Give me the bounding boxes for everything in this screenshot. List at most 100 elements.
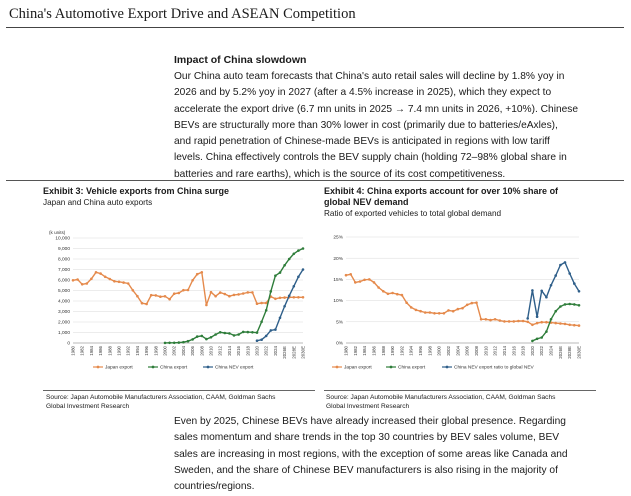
exhibit4-x-tick: 2008: [474, 345, 479, 355]
exhibit4-point-china: [568, 302, 571, 306]
exhibit4-x-tick: 2012: [493, 345, 498, 355]
exhibit4-point-japan: [484, 318, 488, 321]
exhibit3-point-japan: [71, 279, 75, 282]
exhibit3-x-tick: 2014: [227, 345, 232, 355]
exhibit3-point-china: [168, 341, 171, 345]
exhibit3-x-tick: 1990: [117, 345, 122, 355]
exhibit3-point-japan: [218, 291, 222, 294]
exhibit3-point-china_nev: [283, 305, 286, 308]
exhibit3-point-china: [264, 309, 268, 312]
exhibit4-point-japan: [521, 319, 525, 323]
exhibit3-point-china: [237, 333, 240, 336]
exhibit4-point-japan: [354, 281, 357, 284]
exhibit4-x-tick: 1988: [381, 345, 386, 355]
exhibit4-point-japan: [437, 312, 441, 315]
exhibit3-x-tick: 1984: [89, 345, 94, 355]
exhibit4-x-tick: 2016: [511, 345, 516, 355]
exhibit4-series-line-japan: [345, 273, 580, 327]
exhibit3-title: Exhibit 3: Vehicle exports from China su…: [43, 186, 230, 196]
exhibit3-point-japan: [301, 296, 305, 299]
exhibit3-x-tick: 1982: [80, 345, 85, 355]
exhibit4-point-japan: [382, 290, 385, 293]
exhibit4-x-tick: 1982: [353, 345, 358, 355]
exhibit3-y-tick: 2,000: [58, 320, 70, 326]
exhibit3-point-china: [255, 331, 259, 334]
exhibit4-point-japan: [559, 322, 562, 325]
exhibit4-point-china: [540, 336, 543, 339]
exhibit4-point-japan: [531, 323, 534, 327]
exhibit4-x-tick: 2004: [455, 345, 460, 355]
paragraph-2-line: sales momentum and share trends in the t…: [174, 432, 560, 444]
exhibit3-point-china_nev: [297, 275, 300, 279]
exhibit3-x-tick: 2030E: [301, 346, 306, 359]
exhibit4-point-japan: [479, 318, 483, 321]
exhibit3-point-china: [283, 264, 286, 267]
exhibit4-point-japan: [386, 292, 390, 296]
exhibit4-point-japan: [433, 312, 436, 315]
exhibit3-point-japan: [191, 279, 194, 282]
exhibit4-y-tick: 0%: [336, 341, 344, 347]
exhibit3-point-japan: [186, 288, 190, 292]
exhibit4-point-japan: [475, 301, 478, 304]
exhibit3-point-china: [172, 341, 176, 345]
exhibit3-x-tick: 1994: [135, 345, 140, 355]
exhibit4-x-tick: 1998: [427, 345, 432, 355]
exhibit3-point-japan: [195, 272, 199, 276]
exhibit4-point-china_nev: [526, 317, 529, 320]
exhibit4-source: Source: Japan Automobile Manufacturers A…: [326, 393, 555, 411]
exhibit4-point-japan: [414, 308, 418, 312]
exhibit3-point-japan: [108, 277, 112, 281]
exhibit4-x-tick: 1980: [344, 345, 349, 355]
exhibit3-point-china_nev: [292, 285, 296, 288]
exhibit4-point-china_nev: [535, 315, 539, 318]
exhibit3-source-line: Source: Japan Automobile Manufacturers A…: [46, 394, 276, 401]
exhibit4-point-japan: [344, 273, 348, 277]
exhibit3-y-tick: 6,000: [58, 278, 70, 284]
exhibit4-x-tick: 2002: [446, 345, 451, 355]
exhibit3-point-japan: [255, 302, 259, 305]
paragraph-1-line: levels. China effectively controls the B…: [174, 152, 567, 164]
exhibit4-point-china_nev: [577, 290, 581, 293]
exhibit3-point-japan: [140, 301, 144, 305]
exhibit4-x-tick: 1994: [409, 345, 414, 355]
exhibit3-x-tick: 2028E: [291, 346, 296, 359]
exhibit3-x-tick: 2026E: [282, 346, 287, 359]
exhibit4-point-china: [545, 330, 548, 333]
exhibit3-y-tick: 5,000: [58, 288, 70, 294]
exhibit4-point-china_nev: [540, 289, 543, 293]
exhibit3-point-japan: [85, 282, 89, 285]
exhibit3-y-tick: 7,000: [58, 267, 70, 273]
exhibit3-y-tick: 1,000: [58, 330, 70, 336]
exhibit3-point-japan: [177, 291, 181, 295]
exhibit4-point-china_nev: [545, 295, 548, 299]
exhibit4-point-china_nev: [563, 261, 567, 264]
exhibit3-point-japan: [122, 281, 125, 284]
exhibit3-point-japan: [283, 296, 286, 299]
exhibit4-x-tick: 2018: [521, 345, 526, 355]
exhibit3-point-japan: [200, 271, 204, 274]
paragraph-1-line: BEVs are structurally more than 30% lowe…: [174, 119, 558, 131]
title-rule: [6, 27, 624, 28]
exhibit4-point-japan: [568, 323, 571, 327]
exhibit3-point-japan: [246, 291, 250, 294]
exhibit4-point-japan: [507, 320, 511, 323]
exhibit3-point-china_nev: [260, 338, 263, 341]
exhibit4-point-japan: [503, 320, 506, 323]
exhibit3-point-china: [297, 249, 300, 252]
exhibit4-point-japan: [465, 303, 469, 307]
exhibit3-point-japan: [260, 301, 263, 305]
exhibit4-source-rule: [324, 390, 596, 391]
exhibit3-x-tick: 1980: [71, 345, 76, 355]
exhibit3-point-japan: [297, 296, 300, 299]
exhibit4-point-japan: [363, 278, 366, 282]
exhibit4-x-tick: 2006: [465, 345, 470, 355]
exhibit3-point-japan: [209, 290, 213, 294]
exhibit4-point-china_nev: [531, 289, 534, 292]
exhibit4-x-tick: 2010: [483, 345, 488, 355]
exhibit3-subtitle: Japan and China auto exports: [43, 198, 153, 207]
exhibit4-chart: 0% 5% 10% 15% 20% 25% 1980 1982 1984 1986 1988 1990…: [332, 235, 582, 371]
exhibit4-point-japan: [442, 312, 446, 315]
exhibit4-x-tick: 2000: [437, 345, 442, 355]
exhibit3-point-china: [251, 331, 254, 334]
exhibit4-point-japan: [372, 281, 376, 284]
